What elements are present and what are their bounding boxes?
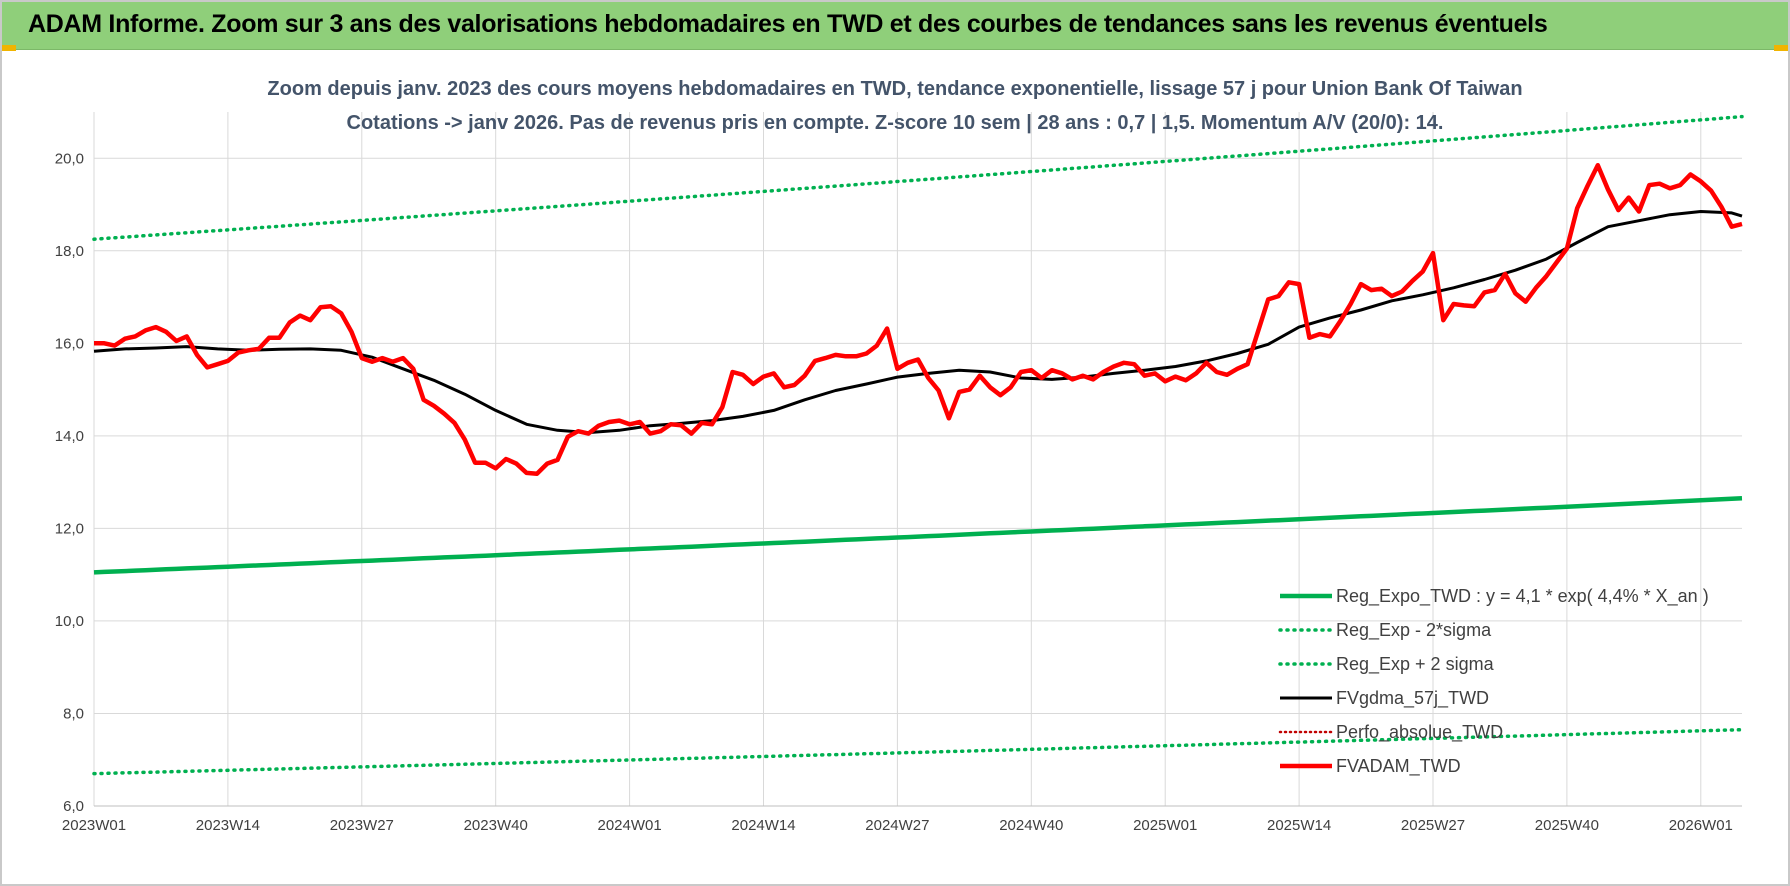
grid <box>93 112 1742 807</box>
legend-label: FVgdma_57j_TWD <box>1336 688 1489 709</box>
y-tick-label: 14,0 <box>55 428 84 445</box>
report-banner: ADAM Informe. Zoom sur 3 ans des valoris… <box>2 2 1788 50</box>
series-line-1 <box>92 727 1744 776</box>
corner-accent-right <box>1774 45 1788 51</box>
legend-label: Reg_Exp + 2 sigma <box>1336 654 1495 675</box>
y-tick-label: 8,0 <box>63 705 84 722</box>
x-tick-label: 2025W40 <box>1535 817 1599 834</box>
legend-label: Reg_Expo_TWD : y = 4,1 * exp( 4,4% * X_a… <box>1336 586 1709 607</box>
series-line-2 <box>92 114 1744 241</box>
report-title: ADAM Informe. Zoom sur 3 ans des valoris… <box>28 10 1548 38</box>
legend-label: Reg_Exp - 2*sigma <box>1336 620 1492 641</box>
series <box>92 114 1744 776</box>
x-tick-label: 2023W27 <box>330 817 394 834</box>
legend-label: FVADAM_TWD <box>1336 756 1461 777</box>
x-tick-label: 2023W01 <box>62 817 126 834</box>
y-tick-label: 20,0 <box>55 150 84 167</box>
x-tick-label: 2024W40 <box>999 817 1063 834</box>
y-tick-label: 16,0 <box>55 335 84 352</box>
series-line-0 <box>93 496 1743 575</box>
axes: 6,0 8,0 10,0 12,0 14,0 16,0 18,0 20,0 2023W01 202… <box>55 150 1742 834</box>
series-line-3 <box>93 210 1743 435</box>
chart-title: Zoom depuis janv. 2023 des cours moyens … <box>267 78 1522 100</box>
x-tick-label: 2025W01 <box>1133 817 1197 834</box>
legend: Reg_Expo_TWD : y = 4,1 * exp( 4,4% * X_a… <box>1278 586 1709 777</box>
x-tick-label: 2023W40 <box>464 817 528 834</box>
x-tick-label: 2023W14 <box>196 817 260 834</box>
x-tick-label: 2025W27 <box>1401 817 1465 834</box>
x-tick-label: 2026W01 <box>1669 817 1733 834</box>
y-tick-label: 12,0 <box>55 520 84 537</box>
x-tick-label: 2025W14 <box>1267 817 1331 834</box>
series-line-5 <box>94 162 1743 477</box>
x-tick-label: 2024W01 <box>597 817 661 834</box>
y-tick-label: 18,0 <box>55 243 84 260</box>
legend-label: Perfo_absolue_TWD <box>1336 722 1503 743</box>
y-tick-label: 10,0 <box>55 613 84 630</box>
x-tick-label: 2024W27 <box>865 817 929 834</box>
corner-accent-left <box>2 45 16 51</box>
y-tick-label: 6,0 <box>63 798 84 815</box>
chart-subtitle: Cotations -> janv 2026. Pas de revenus p… <box>347 112 1444 134</box>
x-tick-label: 2024W14 <box>731 817 795 834</box>
